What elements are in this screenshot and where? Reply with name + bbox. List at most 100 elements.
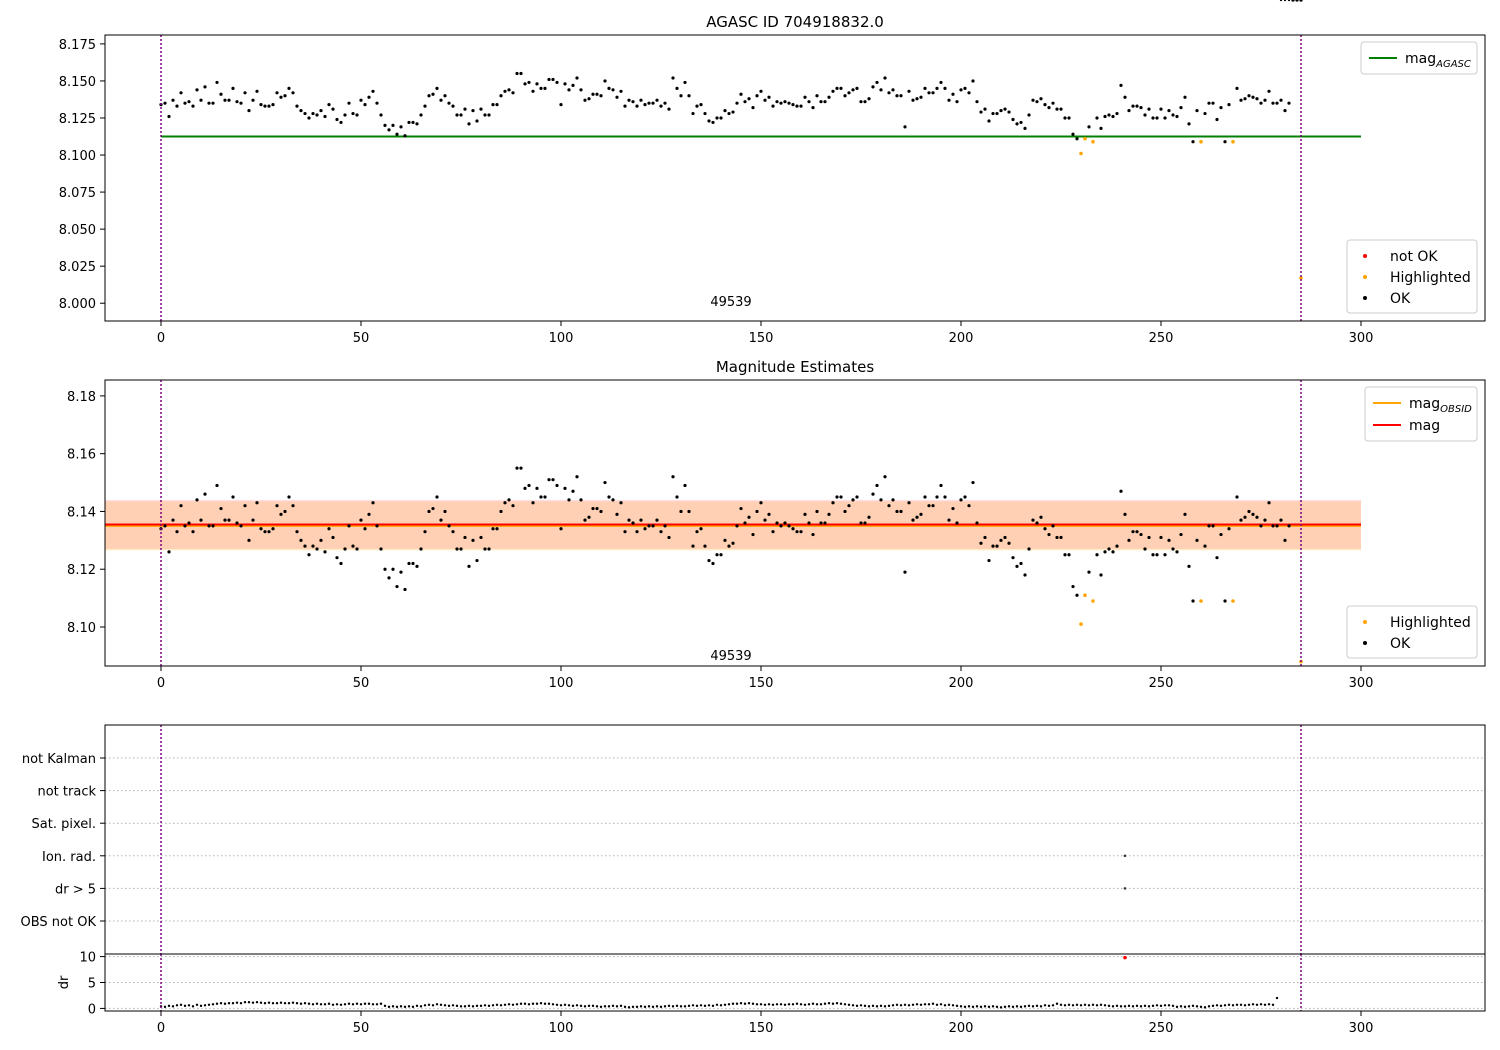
ok-point <box>695 530 699 534</box>
ok-point <box>363 527 367 531</box>
ok-point <box>563 486 567 490</box>
ok-point <box>407 120 411 125</box>
ok-point <box>219 92 223 96</box>
dr-point <box>623 1005 627 1009</box>
dr-point <box>1119 1005 1123 1008</box>
dr-point <box>347 1002 351 1005</box>
dr-point <box>455 1004 459 1008</box>
ok-point <box>363 103 367 107</box>
ok-point <box>1275 524 1279 528</box>
ok-point <box>531 89 535 93</box>
dr-point <box>231 1002 235 1005</box>
ok-point <box>527 80 531 85</box>
ok-point <box>543 86 547 90</box>
dr-point <box>1275 996 1279 1000</box>
ok-point <box>659 530 663 534</box>
dr-point <box>331 1003 335 1006</box>
flag-label: Sat. pixel. <box>32 817 96 832</box>
ok-point <box>719 553 723 557</box>
ok-point <box>887 91 891 95</box>
ok-point <box>291 91 295 95</box>
ok-point <box>391 567 395 571</box>
ok-point <box>1159 107 1163 111</box>
dr-point <box>211 1003 215 1006</box>
ok-point <box>751 532 755 537</box>
ok-point <box>967 91 971 95</box>
ok-point <box>915 97 919 101</box>
ok-point <box>891 88 895 92</box>
ok-point <box>899 509 903 514</box>
dr-point <box>795 1002 799 1005</box>
ok-point <box>1179 106 1183 110</box>
dr-point <box>895 1003 899 1006</box>
dr-point <box>859 1004 863 1007</box>
x-tick-label: 200 <box>949 676 974 691</box>
dr-point <box>179 1003 183 1006</box>
dr-tick-label: 10 <box>79 951 96 966</box>
ok-point <box>1247 94 1251 98</box>
ok-point <box>1275 101 1279 105</box>
ok-point <box>1263 518 1267 522</box>
x-tick-label: 200 <box>949 1021 974 1036</box>
ok-point <box>859 521 863 525</box>
legend-point-swatch <box>1363 296 1367 300</box>
ok-point <box>179 504 183 508</box>
ok-point <box>415 122 419 126</box>
y-tick-label: 8.000 <box>59 297 96 312</box>
ok-point <box>799 530 803 534</box>
dr-point <box>487 1004 491 1008</box>
dr-point <box>1179 1005 1183 1008</box>
dr-point <box>655 1005 659 1008</box>
ok-point <box>743 100 747 104</box>
dr-point <box>171 1005 175 1008</box>
ok-point <box>815 509 819 514</box>
ok-point <box>411 120 415 125</box>
legend-label: magOBSID <box>1409 396 1472 415</box>
ok-point <box>1107 547 1111 551</box>
dr-point <box>759 1003 763 1006</box>
y-tick-label: 8.050 <box>59 223 96 238</box>
dr-point <box>563 1003 567 1006</box>
dr-point <box>743 1002 747 1005</box>
dr-point <box>1271 1003 1275 1006</box>
ok-point <box>811 532 815 537</box>
ok-point <box>395 584 399 589</box>
ok-point <box>775 100 779 104</box>
ok-point <box>527 483 531 488</box>
ok-point <box>211 101 215 105</box>
dr-point <box>471 1005 475 1008</box>
dr-point <box>1207 1005 1211 1008</box>
dr-point <box>875 1005 879 1008</box>
x-tick-label: 150 <box>749 1021 774 1036</box>
ok-point <box>263 530 267 534</box>
dr-point <box>387 1005 391 1009</box>
ok-point <box>323 114 327 119</box>
ok-point <box>515 71 519 76</box>
dr-point <box>303 1002 307 1005</box>
ok-point <box>951 92 955 96</box>
ok-point <box>187 521 191 525</box>
dr-point <box>1251 1003 1255 1006</box>
dr-point <box>491 1004 495 1007</box>
ok-point <box>663 524 667 528</box>
ok-point <box>351 544 355 548</box>
dr-point <box>1107 1004 1111 1008</box>
dr-point <box>971 1005 975 1009</box>
ok-point <box>219 506 223 511</box>
dr-point <box>983 1005 987 1008</box>
ok-point <box>291 504 295 508</box>
ok-point <box>1099 573 1103 577</box>
flag-label: not Kalman <box>22 752 96 767</box>
ok-point <box>995 544 999 548</box>
ok-point <box>707 558 711 563</box>
ok-point <box>215 80 219 85</box>
dr-point <box>715 1003 719 1006</box>
ok-point <box>999 538 1003 542</box>
ok-point <box>259 527 263 531</box>
dr-point <box>979 1005 983 1009</box>
dr-point <box>519 1002 523 1005</box>
ok-point <box>395 132 399 136</box>
dr-point <box>411 1005 415 1009</box>
ok-point <box>747 515 751 519</box>
x-tick-label: 50 <box>353 676 370 691</box>
